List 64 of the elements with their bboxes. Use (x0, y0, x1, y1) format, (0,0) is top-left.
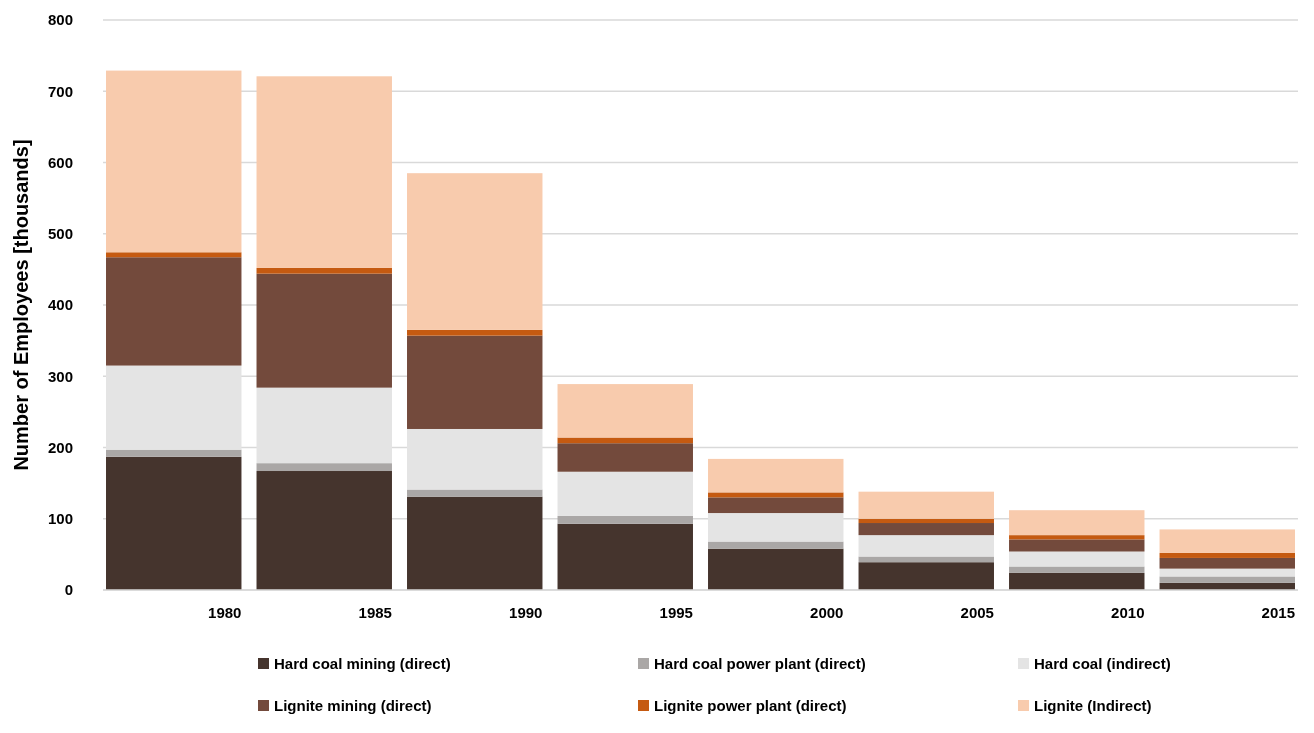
y-tick-label: 600 (47, 153, 73, 171)
bar (1009, 510, 1145, 536)
x-tick-label: 1990 (509, 604, 543, 621)
bar (106, 449, 242, 457)
x-tick-label: 2015 (1261, 604, 1295, 621)
y-tick-label: 500 (47, 225, 73, 242)
y-tick-label: 800 (47, 11, 73, 29)
x-tick-label: 1980 (208, 604, 242, 621)
legend-label: Lignite mining (direct) (274, 697, 432, 715)
bar (858, 518, 994, 524)
y-tick-label: 100 (47, 510, 73, 527)
bar (557, 471, 693, 516)
legend-label: Lignite power plant (direct) (654, 697, 847, 715)
bar (858, 562, 994, 590)
bar (858, 523, 994, 536)
bar (1009, 566, 1145, 573)
bar (1159, 557, 1295, 569)
bar (708, 497, 844, 514)
bar (557, 384, 693, 438)
bar (557, 443, 693, 472)
bar (407, 329, 543, 336)
bar (708, 541, 844, 549)
y-tick-label: 700 (47, 82, 73, 100)
x-tick-label: 2010 (1111, 604, 1145, 621)
bar (407, 335, 543, 429)
bar (106, 456, 242, 590)
bar (1159, 529, 1295, 553)
bar (256, 273, 392, 388)
bar (1159, 576, 1295, 583)
bar (407, 496, 543, 590)
x-tick-label: 1985 (358, 604, 392, 621)
y-tick-label: 300 (47, 367, 73, 385)
bar (407, 489, 543, 497)
bar (256, 471, 392, 590)
bar (557, 523, 693, 590)
bar (858, 535, 994, 557)
bar (407, 173, 543, 330)
bar (1009, 539, 1145, 552)
bar (1159, 552, 1295, 558)
bar (708, 548, 844, 590)
bar (557, 515, 693, 524)
bar (256, 267, 392, 274)
bar (708, 458, 844, 493)
x-tick-label: 2000 (810, 604, 844, 621)
bar (1009, 551, 1145, 567)
bar (708, 492, 844, 498)
bar (1009, 535, 1145, 540)
bar (1009, 572, 1145, 590)
bar (106, 257, 242, 366)
bar (256, 463, 392, 472)
y-tick-label: 400 (47, 296, 73, 314)
bar (106, 252, 242, 258)
y-tick-label: 0 (64, 581, 73, 599)
bar (858, 491, 994, 519)
legend-label: Hard coal (indirect) (1034, 655, 1171, 673)
x-tick-label: 2005 (960, 604, 994, 621)
bar (256, 76, 392, 268)
x-tick-label: 1995 (659, 604, 693, 621)
bar (106, 70, 242, 253)
y-axis-title: Number of Employees [thousands] (10, 139, 32, 471)
y-tick-label: 200 (47, 438, 73, 456)
legend-label: Lignite (Indirect) (1034, 697, 1152, 715)
legend-label: Hard coal power plant (direct) (654, 655, 866, 673)
legend-label: Hard coal mining (direct) (274, 655, 451, 673)
